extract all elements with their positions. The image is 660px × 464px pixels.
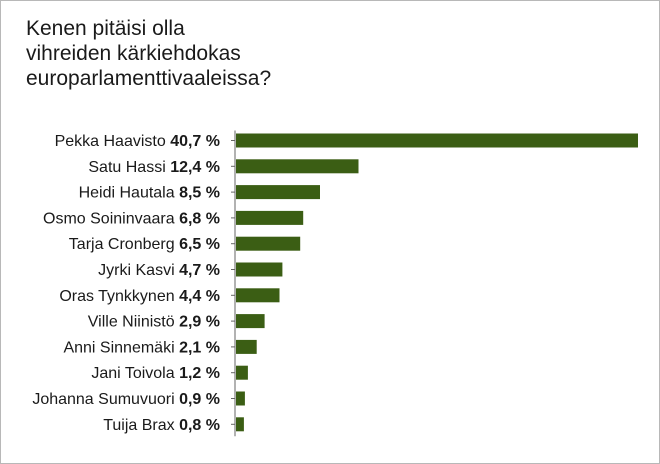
category-label-8: Ville Niinistö 2,9 % [88,314,220,331]
category-name: Oras Tynkkynen [59,288,179,305]
value-label: 6,5 % [179,236,220,253]
category-label-2: Satu Hassi 12,4 % [88,159,220,176]
bar-12 [236,417,244,432]
bar-6 [236,262,283,277]
category-name: Osmo Soininvaara [43,210,179,227]
category-name: Johanna Sumuvuori [32,391,179,408]
bar-10 [236,365,248,380]
category-label-10: Jani Toivola 1,2 % [91,365,220,382]
bar-5 [236,236,301,251]
value-label: 8,5 % [179,185,220,202]
category-label-3: Heidi Hautala 8,5 % [79,185,220,202]
chart-title-line-2: vihreiden kärkiehdokas [26,42,241,65]
chart-title-line-1: Kenen pitäisi olla [26,17,185,40]
category-name: Jani Toivola [91,365,179,382]
value-label: 2,9 % [179,314,220,331]
category-name: Tuija Brax [103,417,179,434]
bar-7 [236,288,280,303]
chart-title: Kenen pitäisi olla vihreiden kärkiehdoka… [26,16,446,91]
category-label-4: Osmo Soininvaara 6,8 % [43,210,220,227]
category-name: Pekka Haavisto [55,133,171,150]
category-label-6: Jyrki Kasvi 4,7 % [98,262,220,279]
category-label-12: Tuija Brax 0,8 % [103,417,220,434]
category-label-11: Johanna Sumuvuori 0,9 % [32,391,220,408]
bar-9 [236,339,257,354]
bar-3 [236,185,320,200]
bar-1 [236,133,638,148]
value-label: 0,8 % [179,417,220,434]
category-name: Tarja Cronberg [69,236,179,253]
value-label: 6,8 % [179,210,220,227]
category-name: Satu Hassi [88,159,170,176]
value-label: 1,2 % [179,365,220,382]
bar-8 [236,314,265,329]
category-label-1: Pekka Haavisto 40,7 % [55,133,220,150]
category-label-5: Tarja Cronberg 6,5 % [69,236,220,253]
bar-11 [236,391,245,406]
chart-title-line-3: europarlamenttivaaleissa? [26,67,272,90]
category-label-9: Anni Sinnemäki 2,1 % [63,339,220,356]
category-name: Heidi Hautala [79,185,180,202]
value-label: 40,7 % [170,133,220,150]
bar-4 [236,210,304,225]
category-name: Anni Sinnemäki [63,339,179,356]
value-label: 0,9 % [179,391,220,408]
category-label-7: Oras Tynkkynen 4,4 % [59,288,220,305]
value-label: 4,7 % [179,262,220,279]
value-label: 2,1 % [179,339,220,356]
bar-2 [236,159,359,174]
value-label: 4,4 % [179,288,220,305]
value-label: 12,4 % [170,159,220,176]
category-name: Jyrki Kasvi [98,262,179,279]
category-name: Ville Niinistö [88,314,179,331]
